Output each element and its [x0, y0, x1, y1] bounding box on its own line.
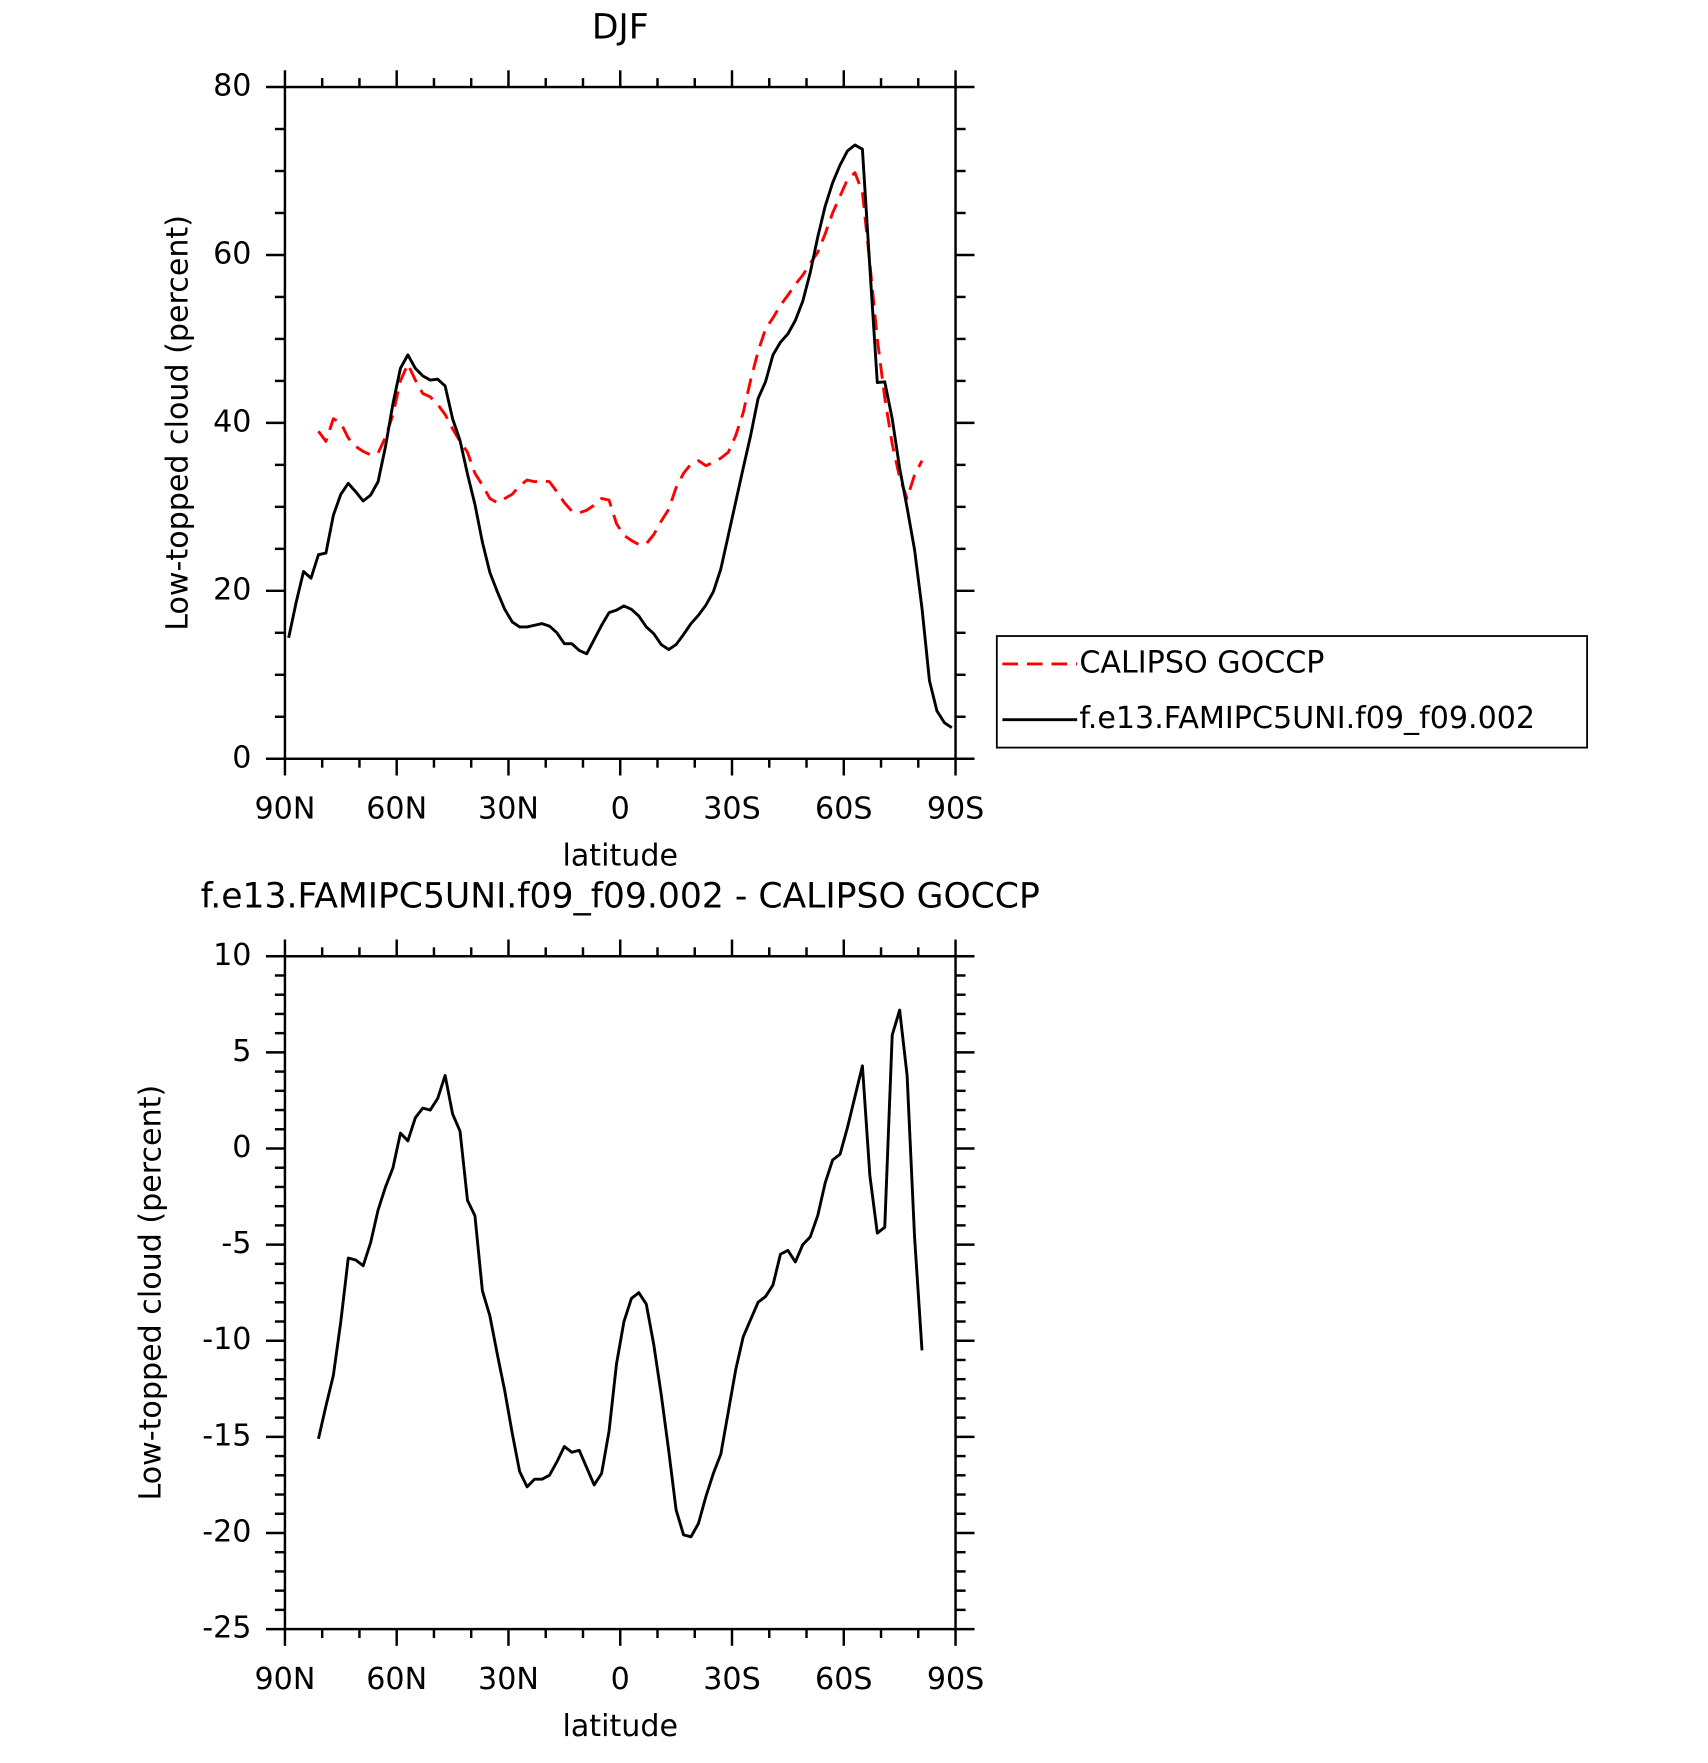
x-tick-label: 30S — [703, 1662, 760, 1697]
y-tick-label: 0 — [232, 740, 251, 775]
y-tick-label: -20 — [202, 1514, 251, 1549]
x-tick-label: 60S — [815, 1662, 872, 1697]
legend-box — [995, 635, 1588, 749]
y-tick-label: 0 — [232, 1130, 251, 1165]
data-line — [317, 1008, 924, 1539]
x-tick-label: 90N — [255, 792, 316, 827]
x-axis-label: latitude — [562, 838, 678, 873]
x-tick-label: 0 — [611, 792, 630, 827]
y-tick-label: 40 — [213, 404, 251, 439]
y-tick-label: 20 — [213, 572, 251, 607]
x-tick-label: 30S — [703, 792, 760, 827]
x-tick-label: 90N — [255, 1662, 316, 1697]
plot-frame — [283, 85, 957, 760]
x-tick-label: 0 — [611, 1662, 630, 1697]
data-line — [287, 143, 953, 729]
x-tick-label: 60S — [815, 792, 872, 827]
x-tick-label: 90S — [927, 792, 984, 827]
y-axis-label: Low-topped cloud (percent) — [134, 1085, 169, 1501]
legend-label: f.e13.FAMIPC5UNI.f09_f09.002 — [1079, 701, 1535, 736]
x-tick-label: 90S — [927, 1662, 984, 1697]
y-tick-label: 80 — [213, 69, 251, 104]
x-tick-label: 30N — [478, 792, 539, 827]
y-axis-label: Low-topped cloud (percent) — [160, 215, 195, 631]
x-axis-label: latitude — [562, 1709, 678, 1744]
chart-title: f.e13.FAMIPC5UNI.f09_f09.002 - CALIPSO G… — [201, 877, 1040, 917]
y-tick-label: 5 — [232, 1034, 251, 1069]
legend-label: CALIPSO GOCCP — [1079, 645, 1324, 680]
x-tick-label: 60N — [366, 792, 427, 827]
x-tick-label: 60N — [366, 1662, 427, 1697]
y-tick-label: -15 — [202, 1418, 251, 1453]
y-tick-label: 60 — [213, 236, 251, 271]
plot-frame — [283, 955, 957, 1631]
x-tick-label: 30N — [478, 1662, 539, 1697]
y-tick-label: 10 — [213, 938, 251, 973]
chart-title: DJF — [592, 8, 649, 48]
y-tick-label: -10 — [202, 1322, 251, 1357]
y-tick-label: -5 — [221, 1226, 251, 1261]
y-tick-label: -25 — [202, 1611, 251, 1646]
